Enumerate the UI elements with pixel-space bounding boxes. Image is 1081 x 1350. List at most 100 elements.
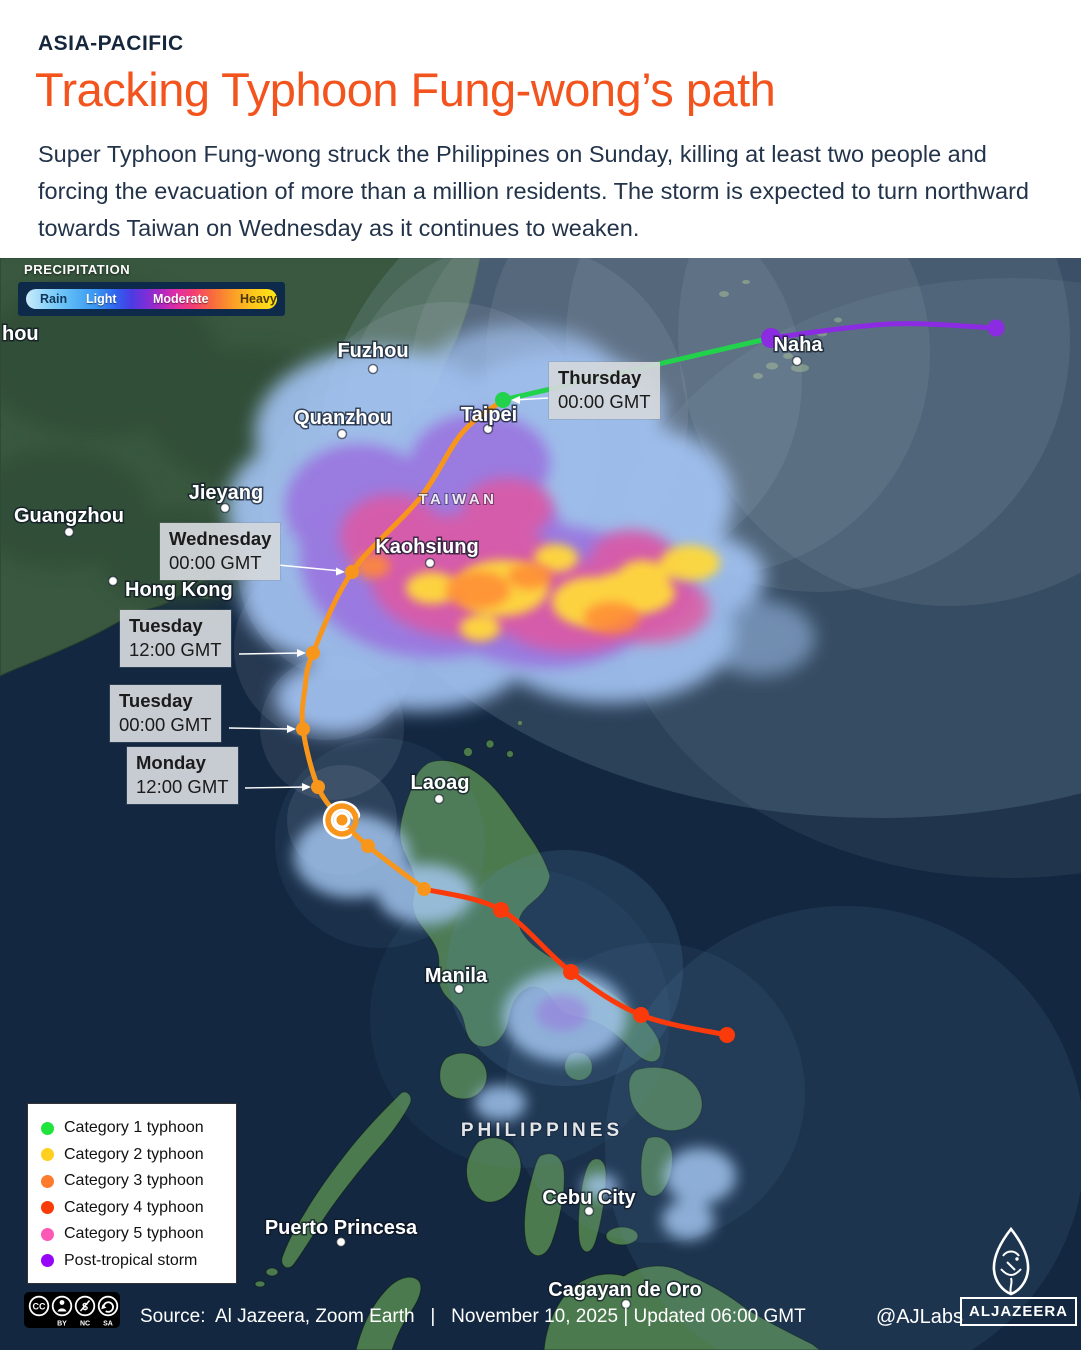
city-label-laoag: Laoag [411,772,470,794]
typhoon-track-map: hou Fuzhou Quanzhou Jieyang Guangzhou Ho… [0,258,1081,1350]
legend-item-cat2: Category 2 typhoon [41,1142,223,1169]
legend-item-cat5: Category 5 typhoon [41,1221,223,1248]
precip-label-light: Light [86,292,117,306]
legend-label: Category 4 typhoon [64,1198,204,1216]
time-label-monday-12: Monday 12:00 GMT [127,747,238,805]
source-attribution: Source: Al Jazeera, Zoom Earth | Novembe… [140,1306,806,1327]
precipitation-gradient [26,289,277,309]
time-label-day: Tuesday [119,690,193,711]
city-dot-naha [791,355,803,367]
city-dot-puertoprincesa [335,1236,347,1248]
time-label-day: Wednesday [169,528,272,549]
region-label-taiwan: TAIWAN [418,491,497,508]
city-label-guangzhou: Guangzhou [14,505,124,527]
city-dot-laoag [433,793,445,805]
precip-label-moderate: Moderate [153,292,209,306]
time-label-day: Thursday [558,367,642,388]
precipitation-legend: PRECIPITATION Rain Light Moderate Heavy [18,262,285,316]
svg-text:SA: SA [103,1321,113,1328]
cat4-dot-icon [41,1201,54,1215]
creative-commons-badge: CC $ BY NC SA [24,1292,120,1328]
city-label-naha: Naha [774,334,824,356]
track-point [761,328,781,348]
city-label-cebucity: Cebu City [542,1187,636,1209]
city-dot-cebucity [583,1205,595,1217]
legend-item-post-tropical: Post-tropical storm [41,1248,223,1275]
city-label-cutoff: hou [2,323,39,345]
svg-text:NC: NC [80,1321,90,1328]
city-label-quanzhou: Quanzhou [294,407,392,429]
cat2-dot-icon [41,1148,54,1162]
track-point [563,964,579,980]
svg-text:CC: CC [33,1302,46,1312]
annotation-leaders [228,396,549,791]
track-point [633,1007,649,1023]
track-point [987,319,1005,337]
track-point [306,646,320,660]
time-label-day: Monday [136,752,206,773]
time-label-time: 00:00 GMT [169,551,262,573]
track-point [417,882,431,896]
time-label-thursday: Thursday 00:00 GMT [549,362,660,420]
precip-label-rain: Rain [40,292,68,306]
ajlabs-credit: @AJLabs [876,1306,964,1328]
storm-track-points [296,319,1005,1043]
cat3-dot-icon [41,1174,54,1188]
aljazeera-logo-icon [992,1226,1030,1296]
legend-label: Category 2 typhoon [64,1145,204,1163]
precipitation-gradient-bar: Rain Light Moderate Heavy [18,282,285,316]
city-dot-hongkong [107,575,119,587]
city-label-jieyang: Jieyang [189,482,263,504]
city-label-puertoprincesa: Puerto Princesa [265,1217,418,1239]
map-canvas: hou Fuzhou Quanzhou Jieyang Guangzhou Ho… [0,258,1081,1350]
header: ASIA-PACIFIC Tracking Typhoon Fung-wong’… [0,0,1081,258]
legend-item-cat1: Category 1 typhoon [41,1115,223,1142]
city-dot-taipei [482,423,494,435]
track-point [345,565,359,579]
storm-category-legend: Category 1 typhoon Category 2 typhoon Ca… [27,1103,237,1284]
city-label-cagayandeoro: Cagayan de Oro [548,1279,701,1301]
legend-label: Category 5 typhoon [64,1225,204,1243]
city-labels: hou Fuzhou Quanzhou Jieyang Guangzhou Ho… [1,322,825,1303]
track-point [296,722,310,736]
legend-label: Category 1 typhoon [64,1119,204,1137]
kicker: ASIA-PACIFIC [38,32,184,55]
cat1-dot-icon [41,1121,54,1135]
page-title: Tracking Typhoon Fung-wong’s path [35,63,776,116]
region-label-philippines: PHILIPPINES [461,1120,623,1141]
description: Super Typhoon Fung-wong struck the Phili… [38,141,1029,242]
city-dots [63,355,803,1310]
track-point [495,392,511,408]
legend-item-cat4: Category 4 typhoon [41,1195,223,1222]
time-label-wednesday: Wednesday 00:00 GMT [160,523,281,581]
time-label-tuesday-12: Tuesday 12:00 GMT [120,610,231,668]
post-tropical-dot-icon [41,1254,54,1268]
city-label-taipei: Taipei [461,404,517,426]
legend-item-cat3: Category 3 typhoon [41,1168,223,1195]
track-point [311,780,325,794]
track-point [361,839,375,853]
aljazeera-wordmark: ALJAZEERA [960,1297,1078,1326]
city-dot-guangzhou [63,526,75,538]
city-dot-jieyang [219,502,231,514]
time-label-time: 00:00 GMT [558,390,651,412]
time-label-time: 12:00 GMT [136,775,229,797]
time-label-time: 12:00 GMT [129,638,222,660]
track-point [493,902,509,918]
svg-text:BY: BY [57,1321,67,1328]
legend-label: Category 3 typhoon [64,1172,204,1190]
city-label-manila: Manila [425,965,488,987]
time-label-tuesday-00: Tuesday 00:00 GMT [110,685,221,743]
precipitation-legend-title: PRECIPITATION [24,262,131,277]
legend-label: Post-tropical storm [64,1251,198,1269]
time-label-day: Tuesday [129,615,203,636]
city-label-fuzhou: Fuzhou [337,340,408,362]
time-label-time: 00:00 GMT [119,713,212,735]
svg-text:$: $ [82,1301,88,1313]
precip-label-heavy: Heavy [240,292,277,306]
city-dot-quanzhou [336,428,348,440]
city-dot-kaohsiung [424,557,436,569]
city-label-hongkong: Hong Kong [125,579,233,601]
typhoon-icon [322,800,361,840]
track-point [719,1027,735,1043]
